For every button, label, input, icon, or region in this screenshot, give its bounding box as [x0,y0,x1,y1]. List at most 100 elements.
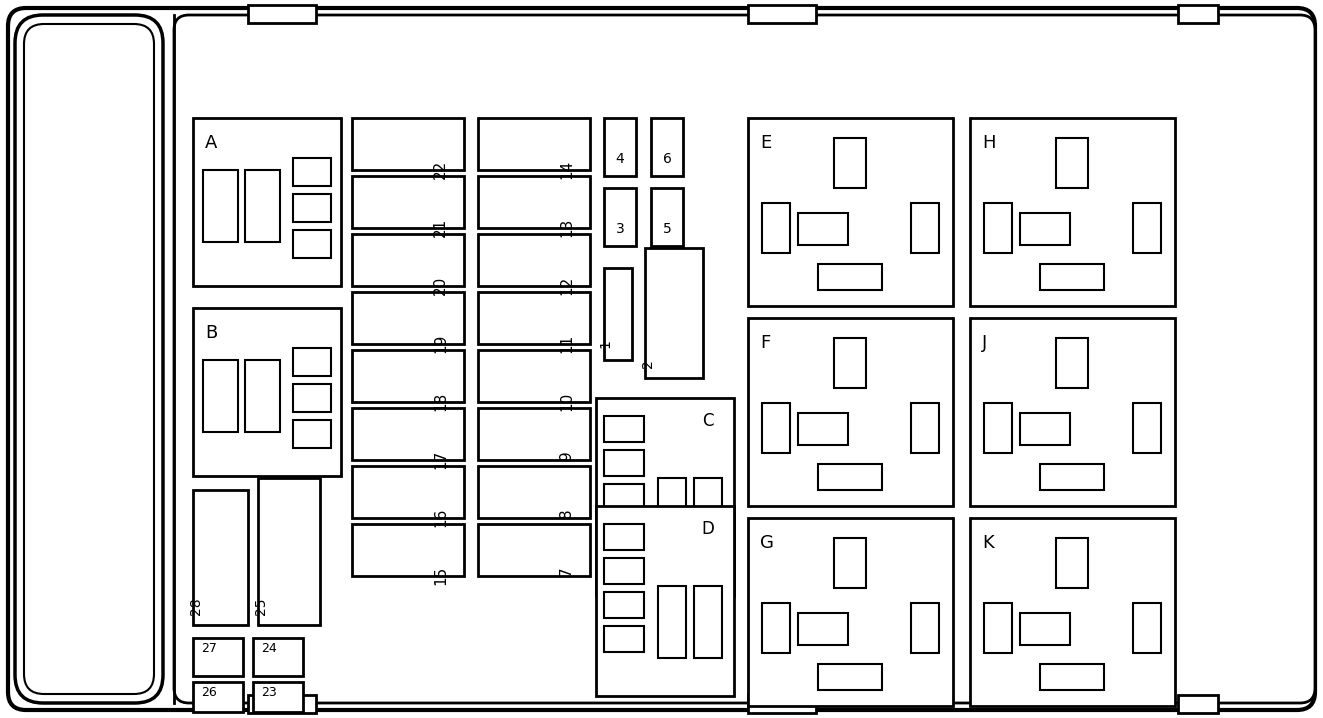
Bar [253,682,303,712]
Bar [605,118,636,176]
Bar [1056,338,1088,388]
Bar [605,450,644,476]
Text: H: H [982,134,995,152]
Bar [292,384,331,412]
Bar [1040,264,1103,290]
Bar [245,360,280,432]
Bar [1040,664,1103,690]
FancyBboxPatch shape [8,8,1315,710]
Text: 22: 22 [433,160,448,180]
Bar [970,318,1175,506]
Bar [747,318,953,506]
Bar [595,506,734,696]
Bar [605,626,644,652]
Text: 1: 1 [598,339,613,348]
Bar [651,118,683,176]
Bar [202,360,238,432]
Bar [605,558,644,584]
Text: 15: 15 [433,566,448,585]
Bar [292,420,331,448]
Text: 23: 23 [261,686,277,699]
Text: 12: 12 [560,276,574,295]
Bar [1177,695,1218,713]
Text: K: K [982,534,994,552]
Bar [605,518,644,544]
Bar [258,478,320,625]
Text: 2: 2 [642,359,655,368]
Bar [247,695,316,713]
Bar [202,170,238,242]
Bar [646,248,703,378]
Text: 4: 4 [615,152,624,166]
Bar [478,292,590,344]
FancyBboxPatch shape [24,24,153,694]
Bar [193,308,341,476]
Bar [762,203,790,253]
FancyBboxPatch shape [15,15,163,703]
Bar [478,176,590,228]
Text: 17: 17 [433,450,448,470]
Bar [912,603,939,653]
Bar [478,118,590,170]
Text: 7: 7 [560,566,574,576]
Text: 26: 26 [201,686,217,699]
Bar [833,138,867,188]
Bar [193,118,341,286]
Bar [1020,213,1070,245]
Bar [1020,613,1070,645]
Bar [352,524,464,576]
Text: 14: 14 [560,160,574,180]
Bar [695,478,722,550]
Text: 13: 13 [560,218,574,238]
Text: 11: 11 [560,334,574,353]
Bar [595,398,734,596]
Bar [352,350,464,402]
Bar [1056,138,1088,188]
Bar [292,194,331,222]
Bar [818,664,882,690]
Bar [833,338,867,388]
Bar [658,586,687,658]
Bar [912,203,939,253]
Bar [193,490,247,625]
Bar [292,230,331,258]
Bar [605,524,644,550]
Bar [747,518,953,706]
Text: 25: 25 [254,597,269,615]
Text: 9: 9 [560,450,574,460]
Text: J: J [982,334,987,352]
Bar [352,292,464,344]
Text: D: D [701,520,714,538]
Bar [352,466,464,518]
Bar [292,348,331,376]
Bar [1020,413,1070,445]
Bar [762,403,790,453]
Bar [798,613,848,645]
Text: G: G [759,534,774,552]
Bar [1132,403,1162,453]
Bar [798,413,848,445]
Text: 20: 20 [433,276,448,295]
Bar [984,403,1012,453]
Bar [478,350,590,402]
Bar [193,682,243,712]
Bar [193,638,243,676]
Bar [984,203,1012,253]
Bar [833,538,867,588]
Bar [658,478,687,550]
Text: 8: 8 [560,508,574,518]
Bar [352,118,464,170]
Bar [478,466,590,518]
Text: 5: 5 [663,222,671,236]
Bar [798,213,848,245]
Text: 28: 28 [189,597,202,615]
Bar [247,5,316,23]
Bar [1132,603,1162,653]
Text: 10: 10 [560,392,574,411]
Bar [352,234,464,286]
Bar [1040,464,1103,490]
Bar [912,403,939,453]
Bar [352,176,464,228]
Bar [605,592,644,618]
Bar [478,408,590,460]
